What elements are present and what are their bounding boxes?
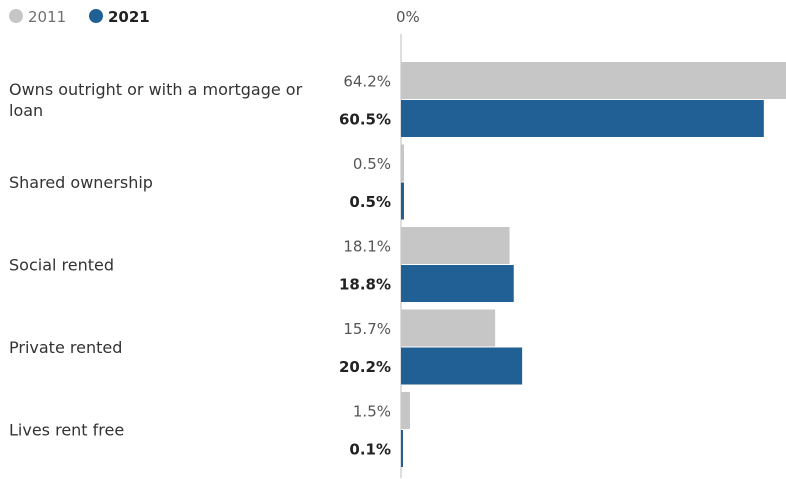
legend-swatch-2021 xyxy=(89,9,103,23)
bar-2011 xyxy=(401,227,510,264)
category-label-line: Lives rent free xyxy=(9,421,124,440)
value-label-2021: 20.2% xyxy=(339,358,391,376)
legend-label-2021: 2021 xyxy=(108,8,150,26)
legend-swatch-2011 xyxy=(9,9,23,23)
bars xyxy=(401,62,786,467)
bar-2011 xyxy=(401,144,404,182)
value-label-2011: 15.7% xyxy=(343,320,391,338)
bar-2021 xyxy=(401,265,514,302)
category-label-line: loan xyxy=(9,101,43,120)
category-label-line: Private rented xyxy=(9,338,122,357)
legend-label-2011: 2011 xyxy=(28,8,66,26)
value-label-2021: 60.5% xyxy=(339,111,391,129)
category-labels: Owns outright or with a mortgage or loan S… xyxy=(9,80,303,440)
value-label-2011: 64.2% xyxy=(343,73,391,91)
value-label-2021: 0.5% xyxy=(349,193,391,211)
category-label-line: Shared ownership xyxy=(9,173,153,192)
category-label: Private rented xyxy=(9,338,122,357)
value-label-2021: 0.1% xyxy=(349,441,391,459)
bar-2011 xyxy=(401,62,786,99)
bar-2011 xyxy=(401,309,496,347)
category-label: Lives rent free xyxy=(9,421,124,440)
bar-2021 xyxy=(401,430,403,467)
value-label-2011: 0.5% xyxy=(353,155,391,173)
category-label: Owns outright or with a mortgage or loan xyxy=(9,80,303,120)
bar-2011 xyxy=(401,392,410,429)
value-label-2011: 1.5% xyxy=(353,403,391,421)
bar-2021 xyxy=(401,182,404,220)
x-tick-label: 0% xyxy=(396,8,420,26)
value-label-2011: 18.1% xyxy=(343,238,391,256)
bar-2021 xyxy=(401,347,523,385)
value-labels: 64.2% 60.5% 0.5% 0.5% 18.1% 18.8% 15.7% 20.2% 1.… xyxy=(339,73,391,459)
bar-2021 xyxy=(401,100,764,137)
category-label: Shared ownership xyxy=(9,173,153,192)
category-label: Social rented xyxy=(9,256,114,275)
category-label-line: Owns outright or with a mortgage or xyxy=(9,80,303,99)
value-label-2021: 18.8% xyxy=(339,276,391,294)
category-label-line: Social rented xyxy=(9,256,114,275)
legend: 2011 2021 xyxy=(9,8,150,26)
